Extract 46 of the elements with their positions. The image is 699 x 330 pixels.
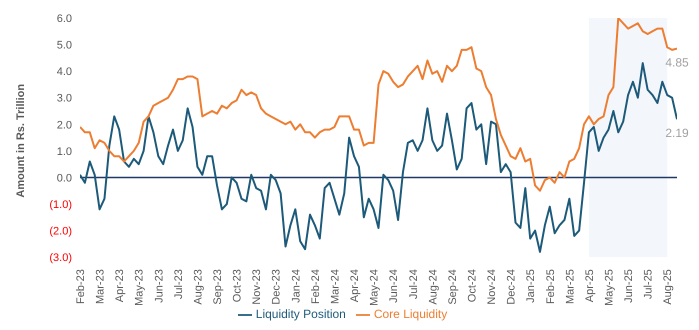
- x-tick-label: Apr-24: [349, 269, 362, 302]
- y-tick-label: (3.0): [49, 252, 72, 264]
- x-tick-label: Jul-25: [642, 269, 655, 300]
- x-tick-label: Feb-24: [310, 269, 322, 304]
- x-tick-label: Jul-23: [172, 269, 185, 300]
- x-tick-label: Jan-25: [525, 269, 538, 303]
- data-label: 4.85: [665, 56, 689, 70]
- x-tick-label: Oct-23: [232, 269, 244, 302]
- x-tick-label: Nov-24: [486, 269, 498, 305]
- x-tick-label: Apr-23: [114, 269, 126, 302]
- x-tick-label: Apr-25: [584, 269, 596, 302]
- data-label: 2.19: [665, 126, 689, 140]
- x-tick-label: Feb-23: [75, 269, 87, 304]
- x-tick-label: Aug-25: [662, 269, 674, 305]
- x-tick-label: Sep-24: [446, 269, 459, 305]
- legend-label: Liquidity Position: [256, 307, 346, 322]
- y-axis-title: Amount in Rs. Trillion: [14, 84, 27, 198]
- x-tick-label: Jun-23: [153, 269, 166, 303]
- legend-label: Core Liquidity: [374, 307, 448, 322]
- x-tick-label: May-24: [368, 269, 381, 306]
- x-tick-label: Aug-23: [192, 269, 204, 305]
- x-tick-label: Mar-23: [94, 269, 107, 304]
- x-tick-label: Dec-24: [506, 269, 518, 305]
- y-tick-label: 0.0: [56, 172, 72, 184]
- x-tick-label: May-23: [134, 269, 146, 306]
- x-tick-label: Jul-24: [408, 269, 420, 300]
- x-tick-label: May-25: [603, 269, 616, 306]
- x-tick-label: Oct-24: [466, 269, 478, 302]
- x-tick-label: Nov-23: [251, 269, 264, 305]
- x-tick-label: Sep-23: [212, 269, 224, 305]
- y-tick-label: (2.0): [49, 226, 72, 238]
- x-tick-label: Aug-24: [427, 269, 440, 305]
- y-tick-label: 1.0: [56, 146, 72, 158]
- y-tick-label: (1.0): [49, 199, 72, 212]
- x-tick-label: Jun-25: [623, 269, 636, 303]
- x-tick-label: Mar-24: [329, 269, 342, 304]
- y-tick-label: 4.0: [56, 66, 72, 78]
- x-tick-label: Dec-23: [270, 269, 283, 305]
- x-tick-label: Mar-25: [564, 269, 576, 304]
- y-tick-label: 3.0: [56, 92, 72, 105]
- x-tick-label: Jun-24: [388, 269, 400, 303]
- x-tick-label: Feb-25: [544, 269, 557, 304]
- x-tick-label: Jan-24: [290, 269, 302, 303]
- y-tick-label: 2.0: [56, 119, 72, 132]
- y-tick-label: 5.0: [56, 40, 72, 52]
- y-tick-label: 6.0: [56, 13, 72, 25]
